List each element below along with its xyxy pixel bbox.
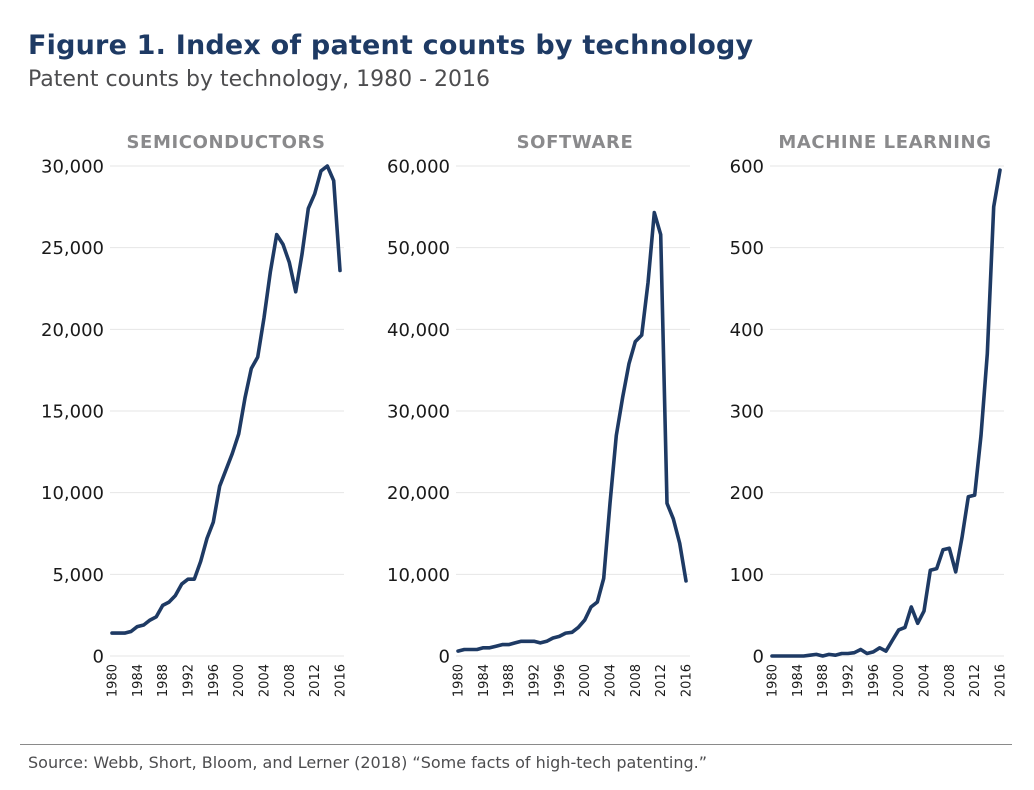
y-tick-label: 20,000 (387, 483, 450, 504)
x-tick-label: 2004 (258, 664, 273, 697)
series-line-machine-learning (770, 168, 1002, 658)
x-tick-label: 2000 (578, 664, 593, 697)
x-tick-label: 2012 (308, 664, 323, 697)
x-tick-label: 2016 (994, 664, 1009, 697)
series-line-semiconductors (110, 164, 342, 635)
x-tick-label: 2016 (680, 664, 695, 697)
x-tick-label: 1996 (867, 664, 882, 697)
panel-machine-learning: MACHINE LEARNING 0 100 200 300 400 500 600 1980 1… (730, 132, 1009, 697)
y-tick-label: 20,000 (41, 320, 104, 341)
figure-subtitle: Patent counts by technology, 1980 - 2016 (28, 67, 491, 92)
y-tick-label: 200 (730, 483, 764, 504)
y-tick-label: 25,000 (41, 238, 104, 259)
x-tick-label: 2008 (283, 664, 298, 697)
x-tick-label: 1992 (182, 664, 197, 697)
x-tick-label: 1992 (528, 664, 543, 697)
x-tick-label: 1980 (766, 664, 781, 697)
x-tick-label: 2016 (334, 664, 349, 697)
y-tick-label: 50,000 (387, 238, 450, 259)
x-tick-label: 2000 (232, 664, 247, 697)
x-tick-label: 1984 (477, 664, 492, 697)
x-tick-label: 1988 (156, 664, 171, 697)
y-tick-label: 10,000 (41, 483, 104, 504)
y-tick-label: 30,000 (41, 157, 104, 178)
y-tick-label: 0 (93, 647, 104, 668)
x-tick-label: 1996 (207, 664, 222, 697)
x-tick-label: 1984 (791, 664, 806, 697)
x-tick-label: 2004 (918, 664, 933, 697)
source-note: Source: Webb, Short, Bloom, and Lerner (… (28, 753, 707, 772)
x-tick-label: 2004 (604, 664, 619, 697)
x-tick-label: 1988 (816, 664, 831, 697)
panel-semiconductors: SEMICONDUCTORS 0 5,000 10,000 15,000 20,000 25… (41, 132, 348, 697)
charts-figure: SEMICONDUCTORS 0 5,000 10,000 15,000 20,000 25… (41, 132, 1009, 697)
y-tick-label: 15,000 (41, 402, 104, 423)
x-tick-label: 2012 (654, 664, 669, 697)
y-tick-label: 300 (730, 402, 764, 423)
y-tick-label: 30,000 (387, 402, 450, 423)
y-tick-label: 0 (439, 647, 450, 668)
panel-title-software: SOFTWARE (517, 132, 634, 153)
source-divider (20, 744, 1012, 745)
x-tick-label: 2000 (892, 664, 907, 697)
y-tick-label: 500 (730, 238, 764, 259)
y-tick-label: 60,000 (387, 157, 450, 178)
panel-title-semiconductors: SEMICONDUCTORS (126, 132, 325, 153)
x-tick-label: 1980 (106, 664, 121, 697)
y-tick-label: 0 (753, 647, 764, 668)
y-tick-label: 100 (730, 565, 764, 586)
y-tick-label: 600 (730, 157, 764, 178)
y-tick-label: 40,000 (387, 320, 450, 341)
y-tick-label: 10,000 (387, 565, 450, 586)
x-tick-label: 2012 (968, 664, 983, 697)
x-tick-label: 2008 (943, 664, 958, 697)
x-tick-label: 1992 (842, 664, 857, 697)
x-tick-label: 1984 (131, 664, 146, 697)
y-tick-label: 5,000 (52, 565, 104, 586)
x-tick-label: 2008 (629, 664, 644, 697)
x-tick-label: 1988 (502, 664, 517, 697)
x-tick-label: 1980 (452, 664, 467, 697)
x-tick-label: 1996 (553, 664, 568, 697)
figure-title: Figure 1. Index of patent counts by tech… (28, 30, 754, 61)
series-line-software (456, 210, 688, 653)
panel-title-machine-learning: MACHINE LEARNING (778, 132, 991, 153)
panel-software: SOFTWARE 0 10,000 20,000 30,000 40,000 50,000 6… (387, 132, 694, 697)
y-tick-label: 400 (730, 320, 764, 341)
